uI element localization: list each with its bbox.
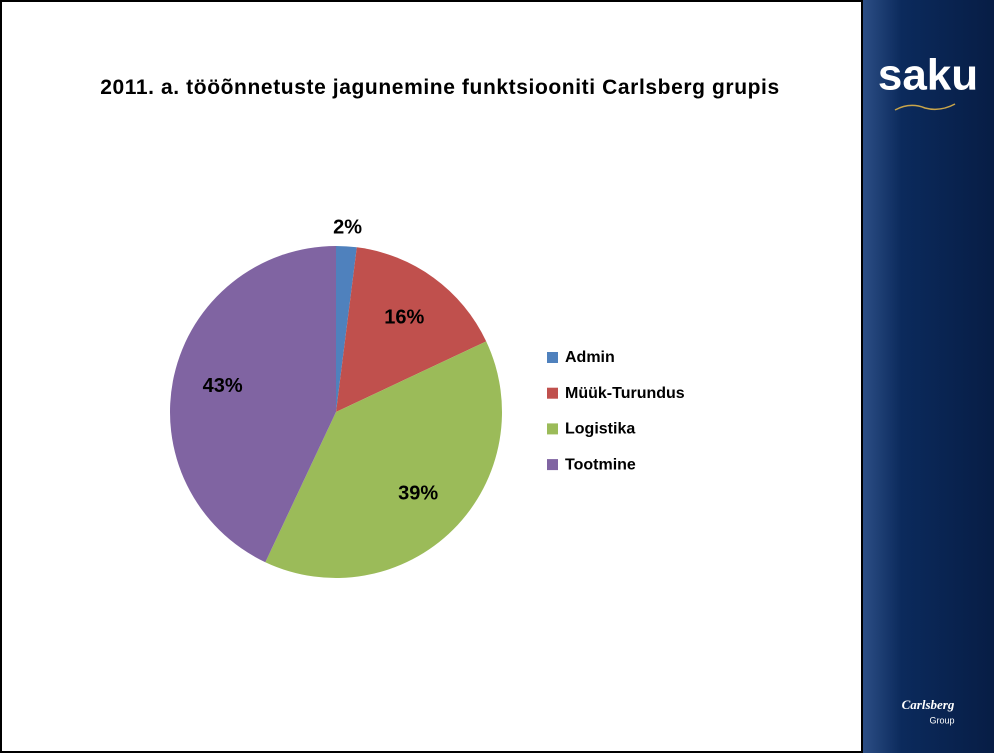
pie-slice: [265, 341, 503, 578]
legend-swatch: [547, 387, 558, 399]
data-label: 2%: [333, 217, 362, 239]
data-label: 43%: [203, 375, 243, 397]
data-label: 16%: [384, 306, 424, 328]
legend-label: Müük-Turundus: [565, 385, 685, 402]
legend-swatch: [547, 352, 558, 363]
legend-label: Logistika: [565, 421, 635, 438]
legend-label: Tootmine: [565, 456, 636, 473]
pie-slice: [336, 246, 357, 412]
saku-logo: saku: [878, 51, 978, 100]
chart-title: 2011. a. tööõnnetuste jagunemine funktsi…: [100, 76, 780, 99]
carlsberg-logo: Carlsberg: [902, 697, 955, 712]
legend-label: Admin: [565, 349, 615, 366]
legend-swatch: [547, 459, 558, 471]
legend-swatch: [547, 423, 558, 435]
side-panel: [862, 0, 994, 753]
data-label: 39%: [398, 482, 438, 504]
logo-signature: [894, 103, 956, 111]
pie-slice: [336, 247, 487, 412]
slide-border: [0, 0, 863, 753]
pie-slice: [169, 246, 336, 563]
carlsberg-group: Group: [929, 715, 954, 725]
